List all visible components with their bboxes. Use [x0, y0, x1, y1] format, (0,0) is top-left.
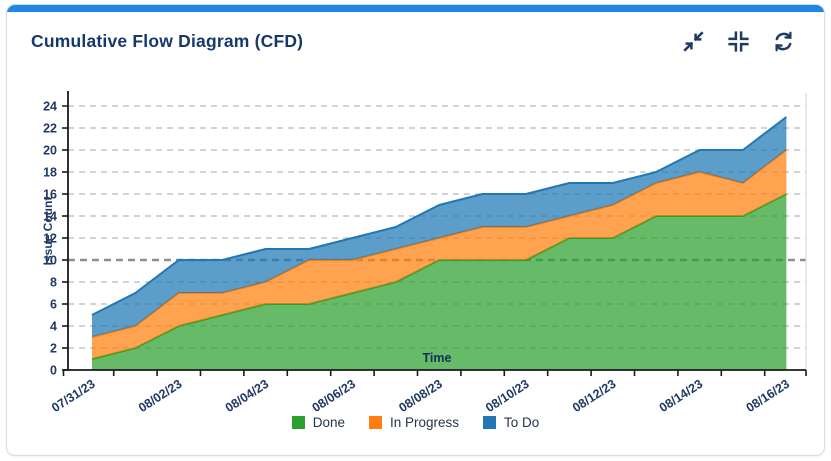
svg-text:22: 22 — [43, 122, 57, 136]
svg-text:14: 14 — [43, 210, 57, 224]
compress-button[interactable] — [724, 27, 753, 56]
refresh-button[interactable] — [769, 27, 798, 56]
svg-text:08/12/23: 08/12/23 — [570, 377, 618, 415]
svg-text:16: 16 — [43, 188, 57, 202]
svg-text:2: 2 — [50, 342, 57, 356]
collapse-button[interactable] — [679, 27, 708, 56]
legend-swatch — [291, 416, 305, 429]
page-title: Cumulative Flow Diagram (CFD) — [31, 30, 304, 51]
svg-text:07/31/23: 07/31/23 — [49, 377, 97, 415]
svg-text:08/02/23: 08/02/23 — [136, 377, 184, 415]
svg-text:Time: Time — [423, 351, 452, 365]
svg-text:Issue Count: Issue Count — [41, 197, 55, 266]
legend-swatch — [368, 416, 382, 429]
legend-item-done[interactable]: Done — [291, 415, 345, 430]
card-accent-bar — [7, 5, 824, 12]
svg-text:18: 18 — [43, 166, 57, 180]
svg-text:08/14/23: 08/14/23 — [657, 377, 705, 415]
svg-text:08/16/23: 08/16/23 — [744, 377, 792, 415]
cfd-widget-card: Cumulative Flow Diagram (CFD) — [6, 4, 825, 456]
svg-text:10: 10 — [43, 254, 57, 268]
svg-text:6: 6 — [50, 298, 57, 312]
svg-text:12: 12 — [43, 232, 57, 246]
svg-text:8: 8 — [50, 276, 57, 290]
legend-swatch — [483, 416, 497, 429]
legend-item-in-progress[interactable]: In Progress — [368, 415, 460, 430]
refresh-icon — [771, 29, 796, 54]
svg-text:0: 0 — [50, 364, 57, 378]
chart-legend: Done In Progress To Do — [7, 415, 824, 430]
card-header: Cumulative Flow Diagram (CFD) — [7, 12, 824, 70]
toolbar — [679, 27, 798, 56]
compress-corners-icon — [726, 29, 751, 54]
svg-text:20: 20 — [43, 144, 57, 158]
legend-label: In Progress — [389, 415, 460, 430]
collapse-arrows-icon — [681, 29, 706, 54]
legend-item-to-do[interactable]: To Do — [483, 415, 539, 430]
svg-text:08/04/23: 08/04/23 — [223, 377, 271, 415]
svg-text:24: 24 — [43, 100, 57, 114]
svg-text:08/08/23: 08/08/23 — [396, 377, 444, 415]
svg-text:08/06/23: 08/06/23 — [310, 377, 358, 415]
legend-label: To Do — [504, 415, 540, 430]
legend-label: Done — [312, 415, 345, 430]
svg-text:08/10/23: 08/10/23 — [483, 377, 531, 415]
svg-text:4: 4 — [50, 320, 57, 334]
